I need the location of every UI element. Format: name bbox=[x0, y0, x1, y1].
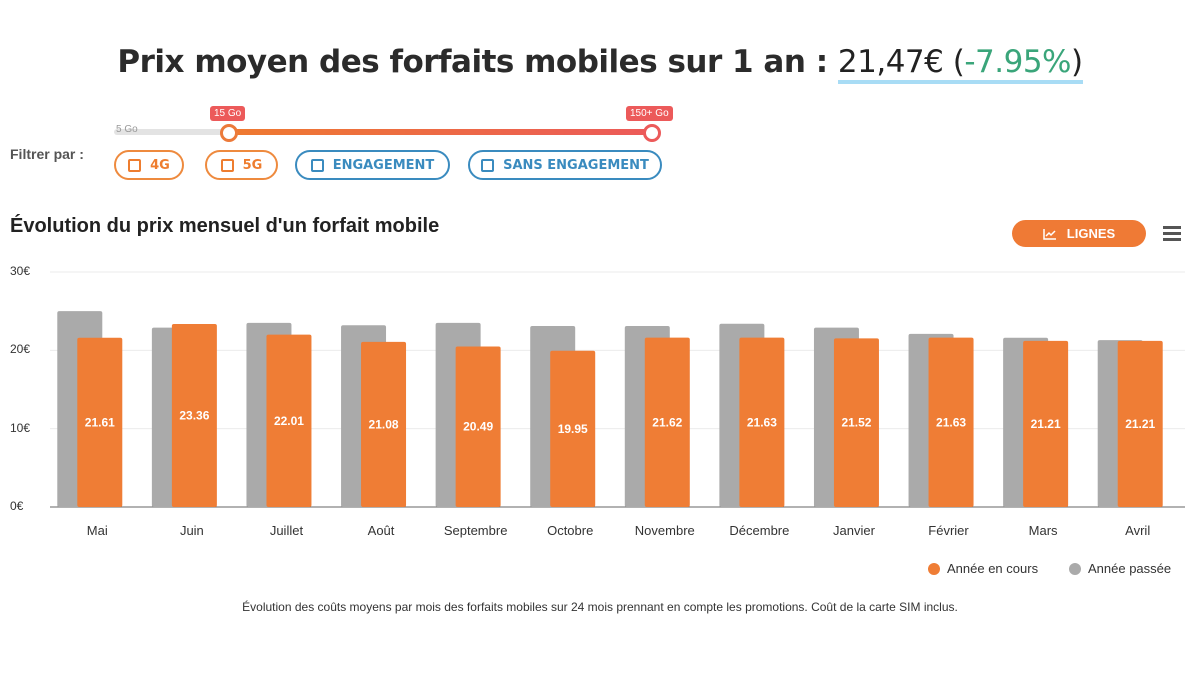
data-label: 23.36 bbox=[179, 409, 209, 423]
legend-current-year[interactable]: Année en cours bbox=[928, 561, 1038, 576]
slider-track[interactable] bbox=[114, 129, 232, 135]
filter-5g[interactable]: 5G bbox=[205, 150, 278, 180]
x-tick-label: Novembre bbox=[634, 523, 695, 538]
bar-current-year[interactable] bbox=[455, 346, 501, 507]
data-label: 21.61 bbox=[85, 415, 115, 429]
data-label: 21.21 bbox=[1125, 417, 1155, 431]
x-tick-label: Février bbox=[928, 523, 969, 538]
bar-current-year[interactable] bbox=[1117, 340, 1163, 507]
x-tick-label: Décembre bbox=[729, 523, 790, 538]
y-tick-label: 0€ bbox=[10, 499, 24, 513]
hamburger-icon[interactable] bbox=[1163, 226, 1181, 244]
bar-current-year[interactable] bbox=[361, 341, 407, 507]
page-title: Prix moyen des forfaits mobiles sur 1 an… bbox=[0, 44, 1200, 84]
slider-range[interactable] bbox=[228, 129, 652, 135]
checkbox-icon bbox=[310, 158, 324, 172]
x-tick-label: Août bbox=[367, 523, 395, 538]
bar-current-year[interactable] bbox=[266, 334, 312, 507]
data-label: 21.21 bbox=[1031, 417, 1061, 431]
x-tick-label: Juillet bbox=[269, 523, 304, 538]
legend-dot bbox=[928, 562, 940, 575]
data-label: 21.08 bbox=[369, 417, 399, 431]
legend-dot bbox=[1069, 562, 1081, 575]
bar-current-year[interactable] bbox=[928, 337, 974, 507]
x-tick-label: Septembre bbox=[443, 523, 508, 538]
x-tick-label: Juin bbox=[179, 523, 204, 538]
bar-current-year[interactable] bbox=[77, 337, 123, 507]
slider-low-handle[interactable] bbox=[220, 124, 238, 142]
slider-low-label: 15 Go bbox=[210, 106, 246, 121]
slider-high-handle[interactable] bbox=[643, 124, 661, 142]
x-tick-label: Avril bbox=[1125, 523, 1151, 538]
bar-current-year[interactable] bbox=[550, 350, 596, 507]
bar-current-year[interactable] bbox=[739, 337, 785, 507]
data-label: 22.01 bbox=[274, 414, 304, 428]
bar-current-year[interactable] bbox=[644, 337, 690, 507]
x-tick-label: Octobre bbox=[547, 523, 594, 538]
y-tick-label: 30€ bbox=[10, 264, 31, 278]
line-chart-icon bbox=[1043, 228, 1056, 240]
footnote: Évolution des coûts moyens par mois des … bbox=[242, 600, 958, 614]
y-tick-label: 20€ bbox=[10, 342, 31, 357]
filter-4g[interactable]: 4G bbox=[114, 150, 184, 180]
checkbox-icon bbox=[481, 158, 495, 172]
data-label: 20.49 bbox=[463, 420, 493, 434]
checkbox-icon bbox=[128, 158, 142, 172]
filter-label: Filtrer par : bbox=[10, 146, 84, 162]
lines-button[interactable]: LIGNES bbox=[1012, 220, 1146, 247]
y-tick-label: 10€ bbox=[10, 420, 31, 435]
data-label: 21.63 bbox=[936, 415, 966, 429]
filter-sans-engagement[interactable]: SANS ENGAGEMENT bbox=[468, 150, 662, 180]
average-price: 21,47€ (-7.95%) bbox=[837, 44, 1083, 84]
bar-current-year[interactable] bbox=[171, 324, 217, 507]
x-tick-label: Janvier bbox=[832, 523, 875, 538]
checkbox-icon bbox=[220, 158, 234, 172]
x-tick-label: Mai bbox=[86, 523, 108, 538]
slider-min-label: 5 Go bbox=[116, 124, 138, 135]
legend-last-year[interactable]: Année passée bbox=[1069, 561, 1171, 576]
chart-title: Évolution du prix mensuel d'un forfait m… bbox=[10, 215, 440, 237]
data-label: 21.52 bbox=[841, 416, 871, 430]
data-label: 19.95 bbox=[558, 422, 588, 436]
price-change: -7.95% bbox=[964, 44, 1071, 80]
bar-current-year[interactable] bbox=[1023, 340, 1069, 507]
x-tick-label: Mars bbox=[1028, 523, 1058, 538]
bar-current-year[interactable] bbox=[833, 338, 879, 507]
slider-high-label: 150+ Go bbox=[626, 106, 673, 121]
data-label: 21.63 bbox=[747, 415, 777, 429]
data-label: 21.62 bbox=[652, 415, 682, 429]
filter-engagement[interactable]: ENGAGEMENT bbox=[295, 150, 450, 180]
